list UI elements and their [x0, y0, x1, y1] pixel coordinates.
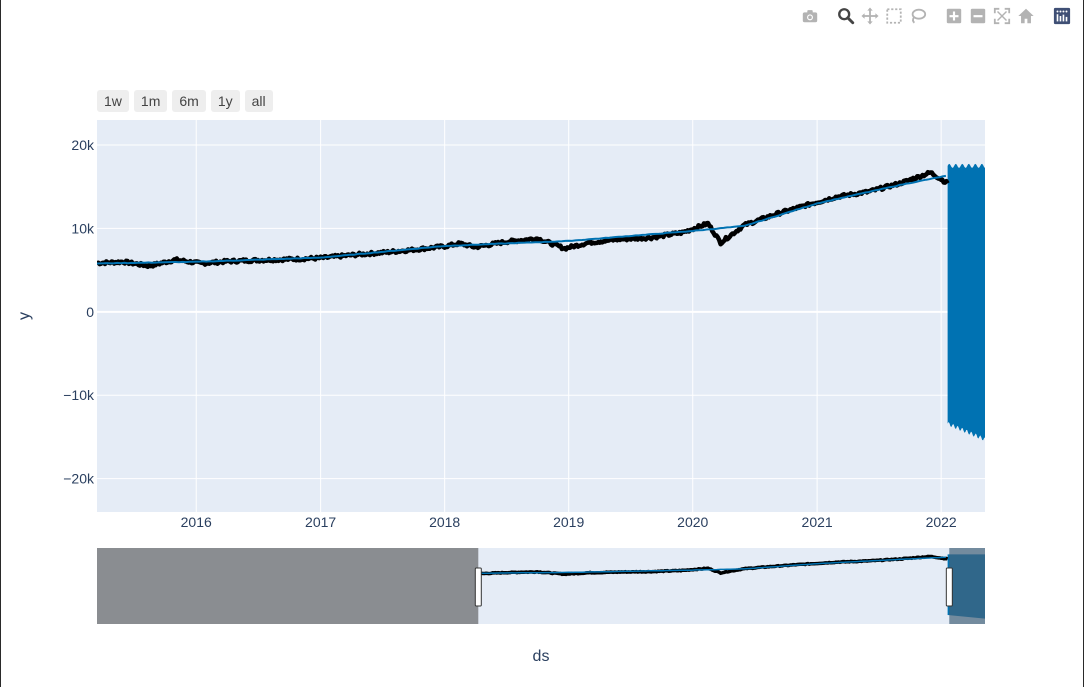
modebar-group-zoom [942, 5, 1038, 27]
x-tick-2016: 2016 [181, 514, 212, 530]
window-border-left [0, 0, 1, 687]
zoom-out-icon[interactable] [966, 5, 990, 27]
plot-area[interactable] [97, 120, 985, 512]
zoom-icon[interactable] [834, 5, 858, 27]
modebar-group-export [798, 5, 822, 27]
camera-icon[interactable] [798, 5, 822, 27]
modebar-group-logo [1050, 5, 1074, 27]
y-tick-3: −10k [63, 387, 95, 403]
lasso-select-icon[interactable] [906, 5, 930, 27]
range-slider-handle-left[interactable] [474, 567, 482, 607]
x-gridlines [195, 120, 942, 512]
modebar [786, 5, 1074, 27]
x-tick-2022: 2022 [926, 514, 957, 530]
y-gridlines [97, 144, 985, 480]
range-slider-handle-right[interactable] [945, 567, 953, 607]
y-axis-title: y [16, 312, 33, 320]
range-slider-mask-left [97, 548, 479, 624]
series-forecast-line [97, 174, 947, 265]
forecast-band [947, 163, 985, 441]
range-slider-mask-right-tint [949, 548, 985, 624]
y-tick-labels: 20k 10k 0 −10k −20k [63, 137, 95, 487]
modebar-group-drag [834, 5, 930, 27]
y-tick-0: 20k [71, 137, 95, 153]
range-selector: 1w 1m 6m 1y all [97, 90, 278, 112]
range-slider-mask-right [949, 548, 985, 624]
y-tick-1: 10k [71, 220, 95, 236]
y-tick-2: 0 [86, 304, 94, 320]
reset-axes-icon[interactable] [1014, 5, 1038, 27]
x-tick-2020: 2020 [677, 514, 708, 530]
series-actual-line [97, 169, 950, 270]
x-tick-2021: 2021 [802, 514, 833, 530]
x-tick-2019: 2019 [553, 514, 584, 530]
range-button-6m[interactable]: 6m [172, 90, 206, 112]
range-button-1w[interactable]: 1w [97, 90, 129, 112]
range-button-1m[interactable]: 1m [133, 90, 168, 112]
range-button-1y[interactable]: 1y [210, 90, 240, 112]
x-tick-labels: 2016 2017 2018 2019 2020 2021 2022 [181, 514, 957, 530]
x-tick-2017: 2017 [305, 514, 336, 530]
pan-icon[interactable] [858, 5, 882, 27]
x-axis-title: ds [533, 648, 550, 665]
zoom-in-icon[interactable] [942, 5, 966, 27]
box-select-icon[interactable] [882, 5, 906, 27]
autoscale-icon[interactable] [990, 5, 1014, 27]
x-tick-2018: 2018 [429, 514, 460, 530]
series-layer [97, 163, 985, 441]
range-slider-masks [97, 548, 985, 624]
plotly-logo-icon[interactable] [1050, 5, 1074, 27]
range-button-all[interactable]: all [244, 90, 273, 112]
y-tick-4: −20k [63, 471, 95, 487]
